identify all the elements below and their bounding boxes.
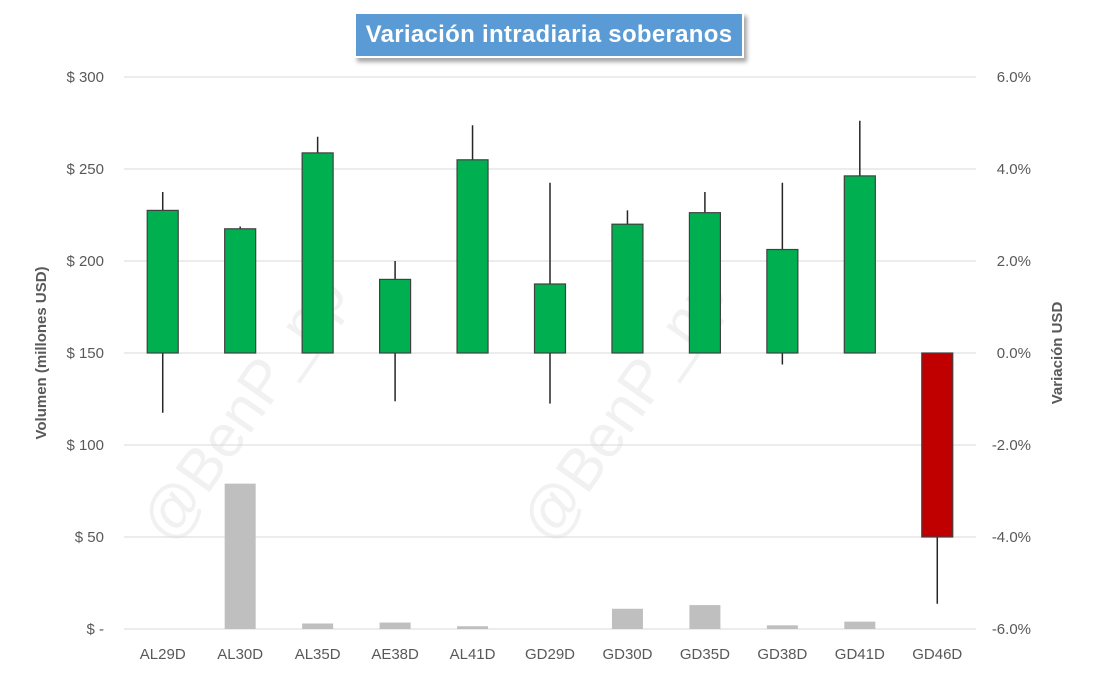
right-axis-ticks: -6.0% -4.0% -2.0% 0.0% 2.0% 4.0% 6.0% <box>992 69 1031 638</box>
candle-body <box>533 283 567 354</box>
left-tick-label: $ 150 <box>66 345 104 362</box>
x-tick-label: AE38D <box>371 646 419 663</box>
right-tick-label: 6.0% <box>997 69 1031 86</box>
right-tick-label: -2.0% <box>992 437 1031 454</box>
candle-body <box>456 159 489 354</box>
x-axis-ticks: AL29D AL30D AL35D AE38D AL41D GD29D GD30D GD35D… <box>140 646 963 663</box>
left-axis-title: Volumen (millones USD) <box>33 266 50 439</box>
watermark-layer: @BenP_np @BenP_np <box>127 263 738 554</box>
candle-body <box>611 223 644 354</box>
left-tick-label: $ 300 <box>66 69 104 86</box>
x-tick-label: GD35D <box>680 646 730 663</box>
candle-body <box>224 228 257 354</box>
left-axis-ticks: $ - $ 50 $ 100 $ 150 $ 200 $ 250 $ 300 <box>66 69 104 638</box>
volume-bar <box>457 626 489 629</box>
left-tick-label: $ 200 <box>66 253 104 270</box>
candle-body <box>146 209 179 354</box>
right-tick-label: 2.0% <box>997 253 1031 270</box>
candle-body <box>688 212 722 354</box>
left-tick-label: $ 250 <box>66 161 104 178</box>
right-tick-label: 4.0% <box>997 161 1031 178</box>
chart-title: Variación intradiaria soberanos <box>354 12 744 58</box>
x-tick-label: GD29D <box>525 646 575 663</box>
right-tick-label: 0.0% <box>997 345 1031 362</box>
volume-bar <box>611 608 643 629</box>
volume-bar <box>689 605 721 629</box>
volume-bar <box>224 483 256 629</box>
left-tick-label: $ 100 <box>66 437 104 454</box>
left-tick-label: $ 50 <box>75 529 104 546</box>
grid-layer <box>124 76 976 630</box>
volume-bar <box>302 623 334 629</box>
candle-body <box>766 248 799 354</box>
right-tick-label: -4.0% <box>992 529 1031 546</box>
x-tick-label: AL29D <box>140 646 186 663</box>
candle-body <box>378 278 412 354</box>
volume-bar <box>766 625 798 629</box>
volume-bars <box>224 483 876 629</box>
variation-candles <box>146 120 954 604</box>
x-tick-label: AL41D <box>450 646 496 663</box>
candle-body <box>301 152 334 354</box>
x-tick-label: GD41D <box>835 646 885 663</box>
x-tick-label: AL30D <box>217 646 263 663</box>
right-axis-title: Variación USD <box>1049 302 1066 405</box>
x-tick-label: GD30D <box>602 646 652 663</box>
right-tick-label: -6.0% <box>992 621 1031 638</box>
volume-bar <box>379 622 411 629</box>
x-tick-label: AL35D <box>295 646 341 663</box>
x-tick-label: GD46D <box>912 646 962 663</box>
candle-body <box>921 352 954 538</box>
x-tick-label: GD38D <box>757 646 807 663</box>
volume-bar <box>844 621 876 629</box>
candle-body <box>843 175 876 354</box>
left-tick-label: $ - <box>86 621 104 638</box>
